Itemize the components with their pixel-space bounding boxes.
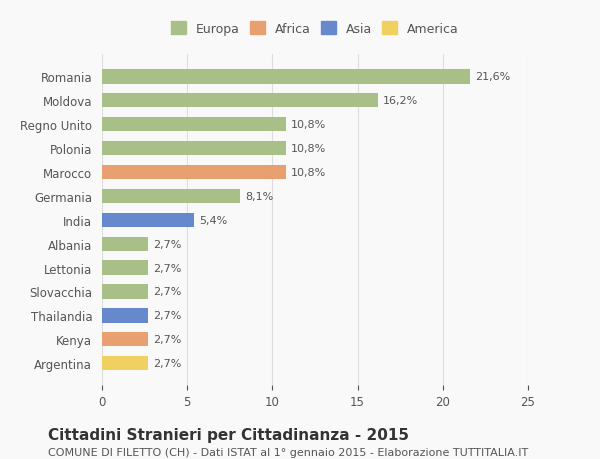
Text: 2,7%: 2,7% — [153, 287, 181, 297]
Text: 5,4%: 5,4% — [199, 215, 227, 225]
Bar — [102, 237, 148, 252]
Text: 2,7%: 2,7% — [153, 335, 181, 345]
Text: 2,7%: 2,7% — [153, 263, 181, 273]
Bar — [102, 189, 240, 204]
Bar — [102, 356, 148, 370]
Bar — [102, 213, 194, 228]
Text: 2,7%: 2,7% — [153, 239, 181, 249]
Bar — [102, 308, 148, 323]
Text: 21,6%: 21,6% — [475, 72, 511, 82]
Bar — [102, 261, 148, 275]
Text: Cittadini Stranieri per Cittadinanza - 2015: Cittadini Stranieri per Cittadinanza - 2… — [48, 427, 409, 442]
Bar — [102, 285, 148, 299]
Text: 16,2%: 16,2% — [383, 96, 418, 106]
Text: 10,8%: 10,8% — [291, 120, 326, 130]
Text: 2,7%: 2,7% — [153, 311, 181, 321]
Bar — [102, 70, 470, 84]
Text: 2,7%: 2,7% — [153, 358, 181, 369]
Bar — [102, 94, 378, 108]
Text: 10,8%: 10,8% — [291, 144, 326, 154]
Bar — [102, 142, 286, 156]
Bar — [102, 166, 286, 180]
Text: COMUNE DI FILETTO (CH) - Dati ISTAT al 1° gennaio 2015 - Elaborazione TUTTITALIA: COMUNE DI FILETTO (CH) - Dati ISTAT al 1… — [48, 448, 528, 458]
Bar — [102, 332, 148, 347]
Legend: Europa, Africa, Asia, America: Europa, Africa, Asia, America — [167, 18, 463, 39]
Bar — [102, 118, 286, 132]
Text: 8,1%: 8,1% — [245, 191, 274, 202]
Text: 10,8%: 10,8% — [291, 168, 326, 178]
